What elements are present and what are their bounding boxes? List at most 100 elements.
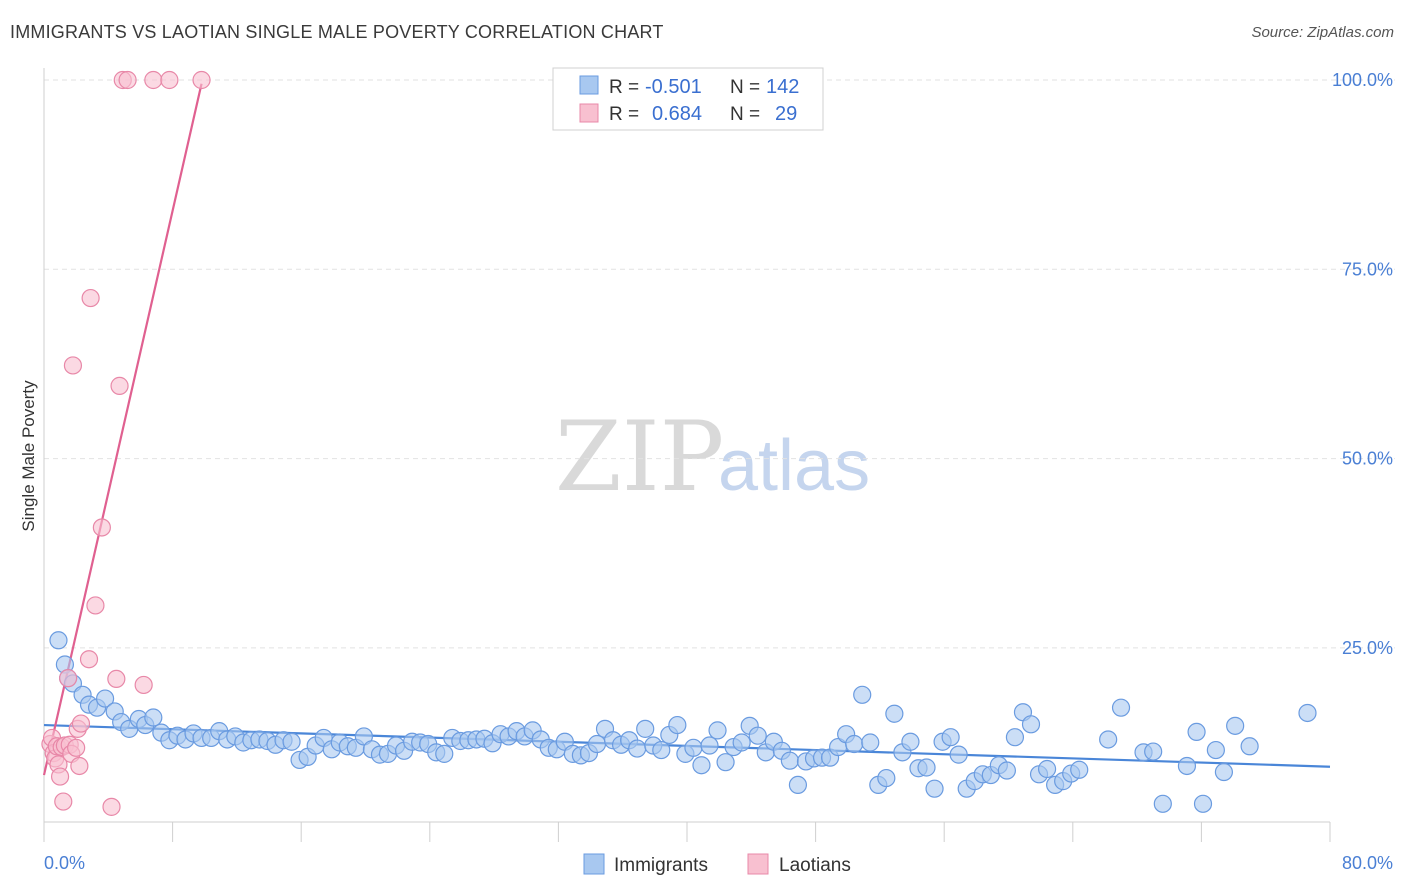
immigrants-point bbox=[748, 726, 767, 745]
immigrants-points bbox=[49, 631, 1317, 813]
laotians-point bbox=[50, 767, 70, 786]
immigrants-point bbox=[1144, 742, 1163, 761]
laotians-point bbox=[81, 288, 100, 308]
immigrants-point bbox=[1187, 722, 1206, 742]
immigrants-point bbox=[917, 758, 936, 777]
immigrants-point bbox=[788, 775, 808, 795]
legend-r-value-immigrants: -0.501 bbox=[645, 76, 702, 98]
legend-swatch-immigrants bbox=[579, 75, 599, 95]
laotians-point bbox=[67, 738, 86, 757]
watermark-zip: ZIP bbox=[555, 401, 724, 513]
immigrants-point bbox=[1177, 756, 1197, 776]
immigrants-point bbox=[692, 756, 711, 775]
laotians-point bbox=[79, 650, 99, 669]
immigrants-point bbox=[949, 745, 968, 764]
immigrants-point bbox=[684, 738, 703, 757]
immigrants-point bbox=[845, 734, 864, 754]
immigrants-point bbox=[354, 727, 373, 746]
y-tick-label: 50.0% bbox=[1342, 449, 1393, 469]
laotians-points bbox=[41, 70, 211, 816]
axes bbox=[43, 68, 1331, 842]
source-label: Source: ZipAtlas.com bbox=[1251, 24, 1394, 41]
immigrants-point bbox=[1214, 762, 1234, 782]
laotians-point bbox=[107, 669, 126, 689]
laotians-point bbox=[192, 70, 211, 90]
laotians-point bbox=[63, 356, 83, 375]
chart-title: IMMIGRANTS VS LAOTIAN SINGLE MALE POVERT… bbox=[10, 22, 664, 42]
legend-n-value-laotians: 29 bbox=[775, 103, 797, 125]
immigrants-point bbox=[1298, 703, 1317, 723]
laotians-point bbox=[144, 70, 163, 90]
legend-n-value-immigrants: 142 bbox=[766, 76, 799, 98]
immigrants-point bbox=[925, 779, 944, 798]
immigrants-point bbox=[49, 631, 68, 650]
immigrants-point bbox=[282, 732, 301, 751]
bottom-legend-swatch-laotians bbox=[747, 853, 769, 875]
immigrants-point bbox=[780, 751, 799, 770]
immigrants-point bbox=[716, 753, 735, 772]
immigrants-point bbox=[1226, 716, 1245, 735]
immigrants-point bbox=[941, 728, 960, 747]
immigrants-point bbox=[700, 736, 719, 755]
immigrants-point bbox=[1111, 698, 1131, 717]
immigrants-point bbox=[885, 704, 904, 723]
legend-r-label-laotians: R = bbox=[609, 104, 639, 125]
immigrants-point bbox=[708, 721, 727, 740]
immigrants-point bbox=[587, 734, 607, 754]
laotians-point bbox=[160, 70, 179, 90]
x-tick-label: 80.0% bbox=[1342, 853, 1393, 873]
laotians-point bbox=[92, 518, 111, 537]
bottom-legend-swatch-immigrants bbox=[583, 853, 605, 875]
immigrants-point bbox=[853, 685, 872, 704]
immigrants-point bbox=[1070, 760, 1089, 779]
immigrants-point bbox=[435, 744, 454, 763]
y-tick-label: 75.0% bbox=[1342, 259, 1393, 279]
immigrants-point bbox=[668, 715, 687, 735]
immigrants-point bbox=[1099, 730, 1118, 749]
correlation-legend: R = -0.501 N = 142 R = 0.684 N = 29 bbox=[552, 67, 824, 131]
immigrants-point bbox=[628, 739, 647, 758]
laotians-point bbox=[59, 669, 78, 688]
immigrants-point bbox=[1206, 740, 1225, 760]
series-legend: Immigrants Laotians bbox=[583, 853, 851, 876]
y-tick-labels: 25.0% 50.0% 75.0% 100.0% bbox=[1332, 70, 1393, 658]
laotians-point bbox=[118, 70, 137, 90]
y-axis-label: Single Male Poverty bbox=[19, 380, 38, 532]
bottom-legend-immigrants: Immigrants bbox=[614, 855, 708, 876]
legend-swatch-laotians bbox=[579, 103, 599, 123]
laotians-point bbox=[71, 714, 91, 733]
y-tick-label: 100.0% bbox=[1332, 70, 1393, 90]
immigrants-point bbox=[1193, 794, 1213, 813]
immigrants-point bbox=[652, 740, 671, 760]
legend-n-label-laotians: N = bbox=[730, 104, 760, 125]
x-tick-labels: 0.0% 80.0% bbox=[44, 853, 1393, 873]
immigrants-point bbox=[1240, 737, 1259, 756]
laotians-point bbox=[86, 596, 105, 615]
immigrants-point bbox=[1153, 794, 1172, 813]
laotians-point bbox=[70, 756, 89, 776]
immigrants-point bbox=[877, 768, 896, 788]
immigrants-point bbox=[732, 733, 751, 752]
immigrants-point bbox=[861, 733, 880, 752]
immigrants-point bbox=[144, 708, 163, 727]
y-tick-label: 25.0% bbox=[1342, 638, 1393, 658]
grid-lines bbox=[44, 79, 1395, 649]
immigrants-point bbox=[1005, 728, 1025, 747]
legend-r-label-immigrants: R = bbox=[609, 77, 639, 98]
laotians-point bbox=[54, 792, 73, 811]
legend-r-value-laotians: 0.684 bbox=[652, 103, 702, 125]
immigrants-point bbox=[1021, 715, 1041, 734]
laotians-point bbox=[102, 797, 121, 816]
watermark-atlas: atlas bbox=[718, 426, 870, 506]
bottom-legend-laotians: Laotians bbox=[779, 855, 851, 876]
legend-n-label-immigrants: N = bbox=[730, 77, 760, 98]
immigrants-point bbox=[901, 732, 920, 751]
immigrants-point bbox=[997, 761, 1016, 780]
laotians-point bbox=[110, 376, 129, 395]
x-tick-label: 0.0% bbox=[44, 853, 85, 873]
immigrants-point bbox=[1037, 759, 1057, 779]
immigrants-point bbox=[95, 689, 115, 708]
laotians-point bbox=[134, 675, 153, 695]
immigrants-point bbox=[636, 719, 655, 738]
